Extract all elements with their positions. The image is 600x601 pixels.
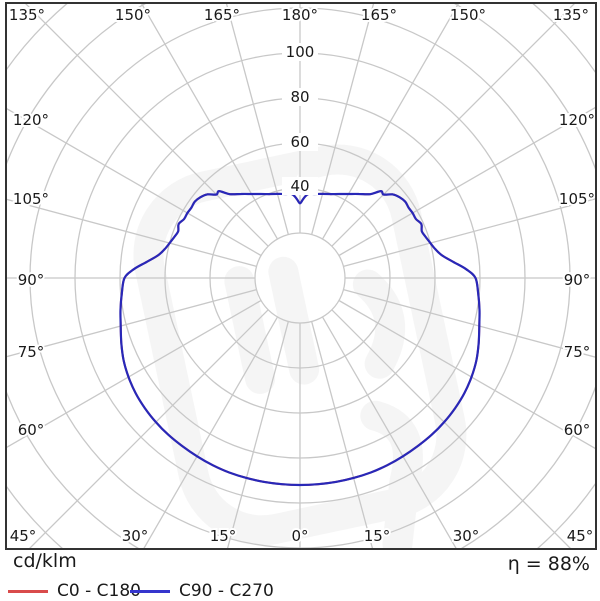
grid-radial	[6, 198, 257, 267]
grid-radial	[343, 198, 596, 267]
ring-label-box	[282, 43, 318, 61]
curve-c90-c270	[119, 190, 481, 487]
grid-radial	[28, 309, 269, 549]
ring-labels: 40 60 80 100	[282, 41, 318, 197]
intensity-curves	[119, 190, 481, 487]
plot-border	[5, 2, 597, 550]
grid-radial	[338, 106, 596, 257]
angle-label-left: 120°	[13, 111, 49, 129]
grid-radial	[311, 321, 374, 549]
angle-label-right: 90°	[564, 271, 591, 289]
angle-labels: 135° 150° 165° 180° 165° 150° 135° 45° 30° 15° 0° 1…	[7, 4, 597, 547]
grid-radial	[6, 107, 262, 257]
ring-label: 100	[286, 43, 315, 61]
ring-label: 80	[290, 88, 309, 106]
angle-label-bottom: 30°	[122, 527, 149, 545]
angle-label-top: 180°	[282, 6, 318, 24]
grid-radial	[24, 3, 269, 247]
angle-label-top: 150°	[450, 6, 486, 24]
angle-label-top: 165°	[204, 6, 240, 24]
grid-radial	[331, 309, 572, 549]
angle-label-left: 90°	[18, 271, 45, 289]
plot-background	[6, 3, 596, 549]
grid-radial	[311, 3, 375, 235]
angle-label-left: 105°	[13, 190, 49, 208]
angle-label-left: 75°	[18, 343, 45, 361]
grid-radial	[140, 3, 279, 240]
grid-radial	[226, 321, 289, 549]
angle-label-right: 75°	[564, 343, 591, 361]
c90-c270-legend-label: C90 - C270	[179, 581, 274, 601]
angle-label-top: 135°	[9, 6, 45, 24]
ring-label-box	[282, 177, 318, 195]
angle-label-left: 60°	[18, 421, 45, 439]
angle-label-right: 120°	[559, 111, 595, 129]
angle-label-bottom: 15°	[364, 527, 391, 545]
grid-radial	[6, 299, 262, 449]
angle-label-right: 105°	[559, 190, 595, 208]
ring-label-box	[282, 88, 318, 106]
angle-label-bottom: 30°	[453, 527, 480, 545]
legend-item-c90-c270: C90 - C270	[130, 581, 274, 601]
angle-label-top: 150°	[115, 6, 151, 24]
watermark-logo	[133, 144, 467, 549]
angle-label-bottom: 15°	[210, 527, 237, 545]
angle-label-bottom: 45°	[567, 527, 594, 545]
legend-item-c0-c180: C0 - C180	[8, 581, 141, 601]
grid-radial	[321, 3, 460, 240]
grid-radial	[343, 289, 596, 358]
radial-unit-label: cd/klm	[13, 550, 77, 572]
grid-radial	[338, 299, 596, 450]
ring-label: 60	[290, 133, 309, 151]
efficiency-label: η = 88%	[507, 553, 590, 575]
grid-radial	[225, 3, 289, 235]
ring-label-box	[282, 133, 318, 151]
angle-label-top: 165°	[361, 6, 397, 24]
angle-label-bottom: 0°	[291, 527, 308, 545]
angle-label-top: 135°	[553, 6, 589, 24]
grid-radial	[142, 316, 279, 549]
grid-radial	[6, 289, 257, 358]
grid-radial	[321, 316, 458, 549]
grid-radial	[331, 3, 576, 247]
c0-c180-line-swatch	[8, 589, 48, 593]
angle-label-right: 60°	[564, 421, 591, 439]
ring-label: 40	[290, 177, 309, 195]
c90-c270-line-swatch	[130, 589, 170, 593]
c0-c180-legend-label: C0 - C180	[57, 581, 141, 601]
angle-label-bottom: 45°	[10, 527, 37, 545]
